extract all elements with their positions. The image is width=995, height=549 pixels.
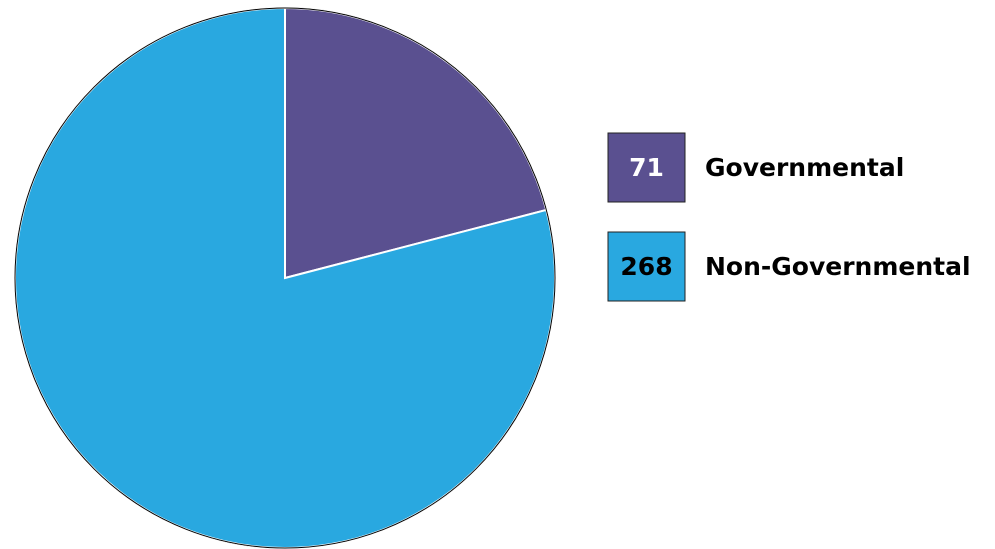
legend-value: 71 xyxy=(629,153,664,182)
legend-swatch xyxy=(607,231,686,302)
legend-value: 268 xyxy=(620,252,672,281)
legend-swatch xyxy=(607,132,686,203)
legend-label: Non-Governmental xyxy=(705,252,971,281)
pie-border xyxy=(14,7,556,549)
legend-label: Governmental xyxy=(705,153,904,182)
